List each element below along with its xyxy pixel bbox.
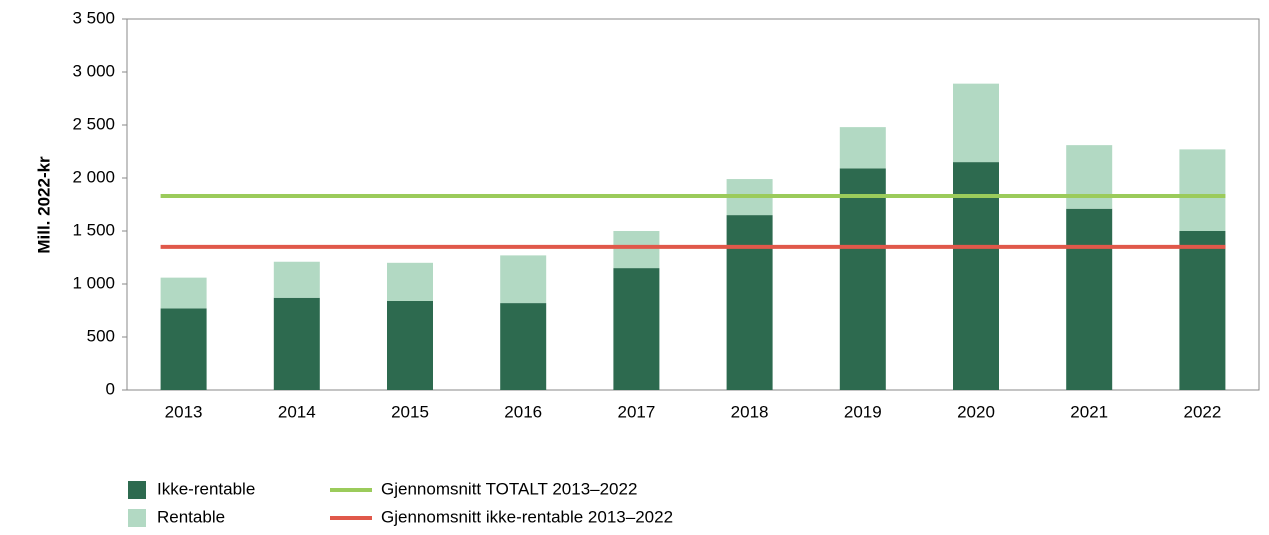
x-tick-label: 2013 xyxy=(165,402,203,421)
x-tick-label: 2014 xyxy=(278,402,316,421)
bar xyxy=(273,261,320,298)
bar xyxy=(839,127,886,169)
x-tick-label: 2015 xyxy=(391,402,429,421)
bar xyxy=(839,168,886,390)
legend-label: Ikke-rentable xyxy=(157,479,255,498)
bar xyxy=(1066,145,1113,209)
x-tick-label: 2022 xyxy=(1183,402,1221,421)
x-tick-label: 2019 xyxy=(844,402,882,421)
y-tick-label: 500 xyxy=(87,326,115,345)
bar xyxy=(953,83,999,163)
legend-swatch xyxy=(128,509,146,527)
bar xyxy=(613,268,660,390)
y-tick-label: 0 xyxy=(106,379,115,398)
bar xyxy=(613,231,660,269)
legend-swatch xyxy=(128,481,146,499)
bar xyxy=(387,300,433,390)
y-tick-label: 3 500 xyxy=(72,8,115,27)
y-tick-label: 2 000 xyxy=(72,167,115,186)
y-tick-label: 3 000 xyxy=(72,61,115,80)
bar xyxy=(160,308,207,390)
bar xyxy=(160,277,207,309)
x-tick-label: 2017 xyxy=(617,402,655,421)
y-tick-label: 2 500 xyxy=(72,114,115,133)
x-tick-label: 2016 xyxy=(504,402,542,421)
legend-label: Gjennomsnitt TOTALT 2013–2022 xyxy=(381,479,637,498)
bar xyxy=(387,262,433,301)
bar xyxy=(1066,208,1113,390)
legend-label: Rentable xyxy=(157,507,225,526)
y-tick-label: 1 000 xyxy=(72,273,115,292)
y-axis-label: Mill. 2022-kr xyxy=(34,156,53,254)
bar xyxy=(1179,149,1226,231)
bar xyxy=(500,255,547,304)
x-tick-label: 2020 xyxy=(957,402,995,421)
bar xyxy=(500,303,547,390)
x-tick-label: 2018 xyxy=(731,402,769,421)
legend-label: Gjennomsnitt ikke-rentable 2013–2022 xyxy=(381,507,673,526)
bar xyxy=(1179,231,1226,390)
plot-frame xyxy=(126,18,1260,391)
bar xyxy=(273,297,320,390)
y-tick-label: 1 500 xyxy=(72,220,115,239)
bar xyxy=(726,215,773,390)
bar xyxy=(953,162,999,390)
x-tick-label: 2021 xyxy=(1070,402,1108,421)
